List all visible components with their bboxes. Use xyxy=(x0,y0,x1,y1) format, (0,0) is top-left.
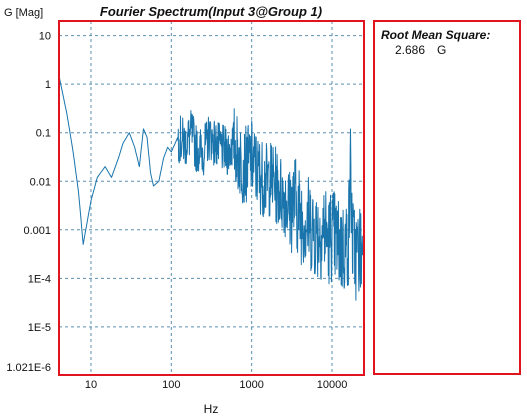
x-axis-label: Hz xyxy=(204,402,219,416)
x-tick-label: 10000 xyxy=(317,379,348,391)
y-tick-label: 0.01 xyxy=(30,176,51,188)
rms-value: 2.686 xyxy=(395,43,426,57)
chart-grid xyxy=(59,21,364,375)
y-tick-label: 1 xyxy=(45,79,51,91)
y-tick-label: 1.021E-6 xyxy=(6,362,51,374)
x-tick-label: 10 xyxy=(85,379,97,391)
rms-readout: 2.686 G xyxy=(395,43,446,57)
y-tick-label: 0.001 xyxy=(23,225,51,237)
rms-panel: Root Mean Square: 2.686 G xyxy=(373,20,521,375)
y-tick-labels: 10 1 0.1 0.01 0.001 1E-4 1E-5 1.021E-6 xyxy=(6,31,51,374)
y-tick-label: 1E-4 xyxy=(28,273,51,285)
chart-title: Fourier Spectrum(Input 3@Group 1) xyxy=(100,4,322,19)
x-tick-label: 100 xyxy=(162,379,180,391)
x-tick-label: 1000 xyxy=(239,379,263,391)
y-axis-label: G [Mag] xyxy=(4,7,43,19)
rms-unit: G xyxy=(437,43,447,57)
x-tick-labels: 10 100 1000 10000 xyxy=(85,379,347,391)
y-tick-label: 1E-5 xyxy=(28,322,51,334)
plot-frame xyxy=(58,20,365,376)
rms-title: Root Mean Square: xyxy=(381,28,491,42)
y-tick-label: 10 xyxy=(39,31,51,43)
spectrum-series-line xyxy=(58,75,364,301)
y-tick-label: 0.1 xyxy=(36,128,51,140)
